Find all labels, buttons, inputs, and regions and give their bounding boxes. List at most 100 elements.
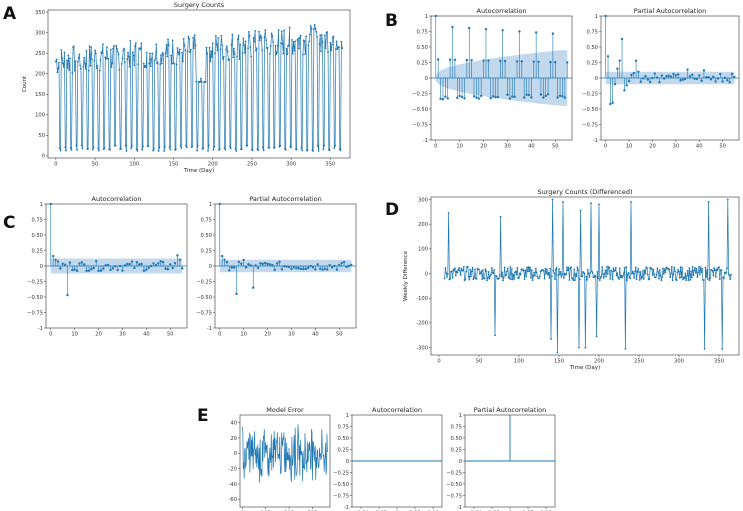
data-point: [571, 277, 574, 280]
chart-C1: [44, 202, 188, 330]
data-point: [59, 149, 62, 152]
acf-marker: [78, 262, 81, 265]
data-point: [210, 50, 213, 53]
data-point: [158, 146, 161, 149]
data-point: [302, 53, 304, 56]
acf-marker: [63, 263, 67, 266]
y-tick-label: −0.75: [412, 122, 428, 128]
acf-marker: [54, 258, 57, 261]
data-point: [573, 268, 576, 271]
y-tick-label: 0: [425, 76, 428, 82]
data-point: [297, 37, 300, 40]
y-tick-label: 350: [35, 10, 45, 16]
chart-E2: [350, 414, 443, 509]
pacf-marker: [620, 37, 624, 41]
data-point: [279, 144, 282, 147]
data-point: [145, 51, 148, 54]
data-point: [211, 42, 214, 45]
data-point: [219, 48, 222, 51]
data-point: [98, 149, 100, 152]
data-point: [193, 47, 195, 50]
data-point: [486, 276, 489, 279]
acf-marker: [116, 268, 119, 272]
acf-marker: [494, 96, 497, 99]
data-point: [706, 269, 708, 271]
y-tick-label: -300: [416, 345, 428, 351]
pacf-marker: [340, 261, 343, 265]
data-point: [642, 269, 644, 272]
pacf-marker: [637, 70, 640, 74]
data-point: [631, 270, 634, 273]
data-point: [91, 58, 93, 61]
data-point: [189, 48, 192, 51]
data-point: [310, 27, 313, 30]
y-tick-label: 0: [346, 459, 349, 465]
data-point: [526, 270, 529, 273]
data-point: [646, 273, 649, 276]
data-point: [167, 44, 170, 47]
data-point: [196, 144, 199, 147]
data-point: [135, 148, 138, 151]
data-point: [652, 268, 655, 271]
data-point: [193, 34, 196, 37]
data-point: [282, 52, 285, 55]
data-point: [320, 33, 323, 36]
data-point: [636, 270, 639, 273]
data-point: [604, 269, 607, 272]
data-point: [698, 265, 700, 268]
data-point: [164, 52, 167, 55]
data-point: [629, 277, 632, 280]
acf-marker: [176, 254, 179, 257]
y-tick-label: 0.75: [416, 29, 428, 35]
data-point: [586, 278, 588, 281]
data-point: [249, 46, 252, 49]
y-tick-label: -60: [229, 497, 237, 503]
acf-marker: [506, 93, 509, 97]
data-point: [509, 266, 512, 268]
acf-marker: [164, 267, 167, 270]
data-point: [247, 47, 249, 50]
data-point: [632, 272, 635, 275]
data-point: [598, 203, 600, 206]
panel-letter-c: C: [3, 213, 15, 233]
data-point: [262, 146, 264, 149]
data-point: [664, 271, 667, 274]
data-point: [328, 149, 331, 152]
pacf-marker: [716, 77, 720, 80]
data-point: [598, 279, 601, 281]
data-point: [192, 36, 195, 39]
data-point: [721, 347, 724, 350]
pacf-marker: [616, 67, 619, 70]
data-point: [126, 58, 129, 61]
acf-marker: [527, 93, 531, 97]
data-point: [685, 279, 688, 282]
y-tick-label: 1: [40, 202, 43, 208]
data-point: [653, 273, 656, 275]
acf-marker: [118, 264, 122, 268]
data-point: [160, 54, 162, 57]
data-point: [522, 269, 525, 272]
acf-marker: [126, 262, 129, 266]
y-tick-label: 0: [459, 459, 462, 465]
acf-marker: [94, 259, 98, 263]
acf-marker: [520, 60, 524, 63]
x-tick-label: 300: [286, 162, 296, 168]
data-point: [84, 67, 87, 70]
data-point: [143, 66, 146, 68]
data-point: [105, 57, 107, 60]
data-point: [501, 271, 504, 274]
data-point: [453, 269, 456, 272]
pacf-marker: [295, 266, 298, 270]
data-point: [456, 271, 459, 274]
y-tick-label: 0.50: [586, 45, 598, 51]
acf-marker: [554, 60, 557, 64]
data-point: [314, 28, 317, 30]
acf-marker: [66, 293, 69, 297]
data-point: [162, 53, 165, 56]
pacf-marker: [242, 258, 245, 261]
data-point: [159, 63, 162, 66]
x-tick-label: 10: [456, 144, 463, 150]
data-point: [468, 278, 471, 281]
data-point: [651, 274, 654, 277]
y-tick-label: 200: [418, 222, 428, 228]
